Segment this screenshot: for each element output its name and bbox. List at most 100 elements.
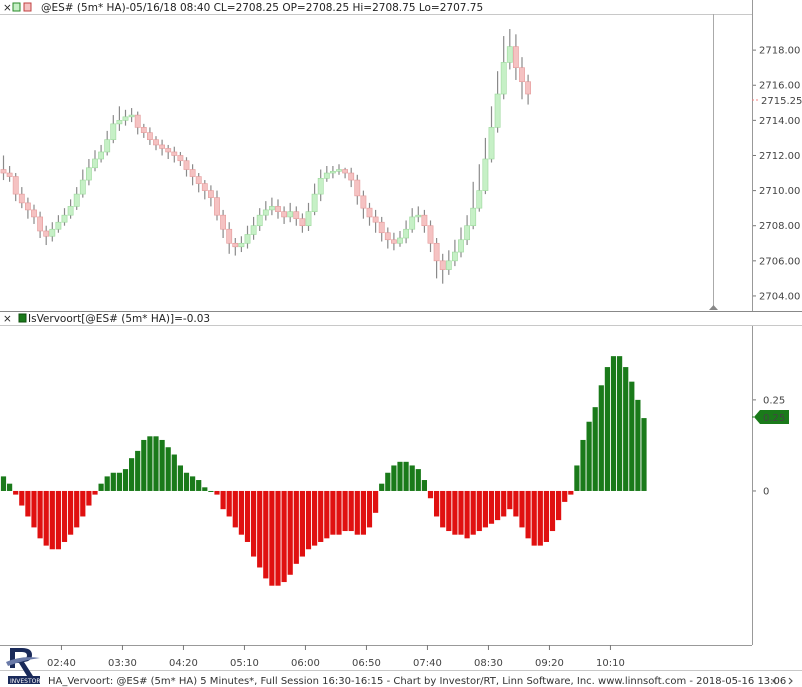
candle-body	[49, 228, 56, 237]
histogram-bar-negative	[244, 490, 251, 542]
candle-body	[214, 197, 220, 216]
histogram-bar-negative	[464, 490, 470, 539]
candle-body	[317, 178, 324, 195]
histogram-bar-positive	[635, 399, 641, 491]
candle-body	[287, 211, 294, 218]
candle	[397, 230, 403, 247]
histogram-bar-positive	[641, 418, 647, 491]
histogram-bar-positive	[171, 454, 177, 491]
candle	[287, 202, 294, 223]
candle	[226, 222, 233, 254]
candle-body	[6, 172, 13, 177]
histogram-bar-negative	[556, 490, 562, 521]
candle	[476, 164, 483, 212]
histogram-bar-negative	[342, 490, 348, 532]
candle-body	[464, 225, 470, 241]
histogram-bar-negative	[232, 490, 238, 528]
histogram-bar-negative	[25, 490, 31, 517]
candle-body	[281, 211, 287, 218]
histogram-bar-positive	[122, 469, 129, 491]
candle	[512, 34, 519, 80]
candle-body	[397, 237, 403, 244]
candle	[79, 169, 86, 198]
candle-body	[140, 127, 147, 133]
candle	[262, 201, 269, 221]
candle	[122, 109, 129, 126]
candle	[24, 197, 31, 219]
candle	[354, 174, 361, 205]
candle-body	[262, 209, 269, 216]
candle	[37, 211, 43, 239]
candle	[372, 209, 379, 233]
histogram-bar-negative	[281, 490, 287, 583]
price-up-swatch-icon	[12, 2, 21, 12]
candle	[342, 167, 348, 179]
histogram-bar-positive	[159, 439, 165, 491]
histogram-bar-negative	[324, 490, 330, 539]
price-label-text: 2715.25	[761, 96, 802, 107]
candle	[61, 208, 68, 226]
candle-body	[37, 216, 43, 232]
histogram-bar-negative	[537, 490, 543, 546]
histogram-bar-negative	[348, 490, 354, 532]
footer-scroll-left-icon[interactable]	[772, 677, 777, 685]
histogram-bar-positive	[415, 469, 421, 491]
candle	[189, 164, 196, 186]
candle	[360, 190, 367, 219]
candle-body	[220, 214, 226, 230]
candle	[244, 225, 251, 249]
candle-body	[403, 228, 409, 239]
candle	[195, 173, 202, 193]
histogram-bar-negative	[251, 490, 257, 557]
candle-body	[439, 260, 446, 270]
candle-body	[24, 202, 31, 211]
candle-body	[128, 114, 135, 118]
histogram-bar-positive	[0, 476, 7, 491]
candle	[159, 139, 165, 156]
candle	[67, 199, 74, 219]
candle-body	[250, 225, 257, 235]
candle-body	[366, 207, 373, 218]
price-tick-label: 2706.00	[759, 256, 800, 267]
candle	[73, 187, 80, 210]
candle-body	[153, 139, 159, 146]
candle	[458, 227, 464, 258]
candle-body	[336, 169, 342, 172]
histogram-bar-negative	[37, 490, 43, 539]
price-pane-header-bg	[0, 0, 752, 14]
candle-body	[31, 209, 37, 218]
histogram-bar-negative	[458, 490, 464, 535]
histogram-bar-positive	[202, 487, 208, 491]
value-label: 0.25	[752, 410, 789, 424]
candle-body	[482, 158, 489, 191]
time-axis: 02:40 03:30 04:20 05:10 06:00 06:50 07:40 08:30…	[47, 645, 625, 669]
footer-scroll-right-icon[interactable]	[788, 677, 793, 685]
candle	[208, 185, 214, 207]
candle	[494, 71, 501, 133]
histogram-bar-negative	[336, 490, 342, 535]
candle	[409, 208, 416, 233]
histogram-bar-negative	[80, 490, 86, 517]
candle	[153, 136, 159, 151]
price-pane-close-icon[interactable]: ×	[3, 2, 12, 14]
price-pane-header: @ES# (5m* HA)-05/16/18 08:40 CL=2708.25 …	[41, 2, 483, 14]
candle-body	[98, 151, 104, 160]
candle	[421, 209, 428, 233]
histogram-bar-positive	[116, 472, 122, 491]
histogram-bar-positive	[183, 472, 190, 491]
candle	[238, 236, 245, 253]
candle	[305, 202, 312, 231]
candle-body	[445, 260, 452, 270]
candle	[311, 183, 318, 216]
candle	[43, 225, 50, 246]
candle	[18, 187, 25, 209]
candle	[329, 166, 336, 179]
candle-body	[506, 46, 513, 63]
candle	[250, 216, 257, 240]
indicator-pane-close-icon[interactable]: ×	[3, 313, 12, 325]
candle-body	[500, 62, 507, 95]
candle	[415, 206, 422, 223]
indicator-swatch-icon	[18, 313, 27, 323]
histogram-bar-positive	[141, 439, 147, 491]
candle	[336, 164, 342, 175]
